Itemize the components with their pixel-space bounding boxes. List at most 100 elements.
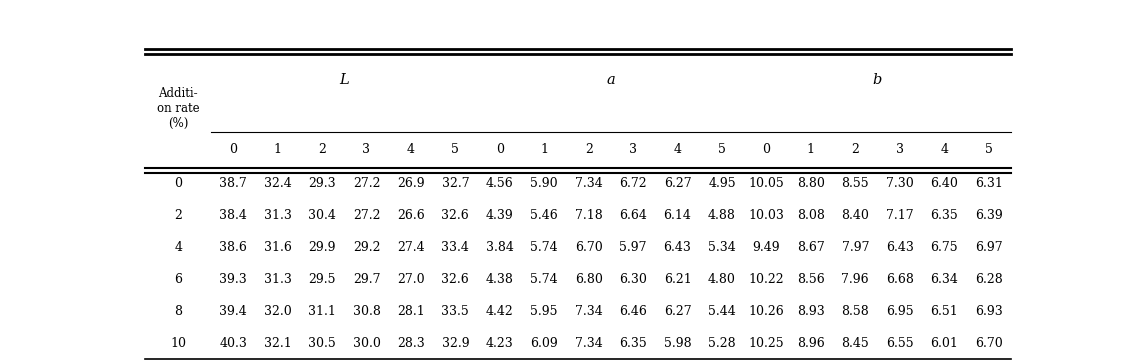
Text: 10.25: 10.25 — [749, 337, 784, 350]
Text: 4.38: 4.38 — [486, 273, 513, 286]
Text: 4: 4 — [174, 241, 182, 254]
Text: 10.03: 10.03 — [749, 209, 784, 222]
Text: 29.2: 29.2 — [353, 241, 380, 254]
Text: 6.35: 6.35 — [619, 337, 647, 350]
Text: 4.88: 4.88 — [708, 209, 735, 222]
Text: 6.95: 6.95 — [885, 305, 914, 318]
Text: 8.93: 8.93 — [797, 305, 825, 318]
Text: b: b — [873, 73, 882, 87]
Text: 32.4: 32.4 — [264, 177, 291, 190]
Text: Additi-
on rate
(%): Additi- on rate (%) — [157, 87, 200, 130]
Text: 5.95: 5.95 — [530, 305, 558, 318]
Text: 32.9: 32.9 — [441, 337, 469, 350]
Text: 8.55: 8.55 — [841, 177, 869, 190]
Text: 6.72: 6.72 — [619, 177, 647, 190]
Text: 7.34: 7.34 — [575, 177, 602, 190]
Text: 4.23: 4.23 — [486, 337, 513, 350]
Text: 4.56: 4.56 — [486, 177, 513, 190]
Text: 6.43: 6.43 — [663, 241, 691, 254]
Text: 6.43: 6.43 — [885, 241, 914, 254]
Text: 5: 5 — [719, 143, 726, 157]
Text: 6.35: 6.35 — [931, 209, 958, 222]
Text: 3.84: 3.84 — [486, 241, 513, 254]
Text: 8.80: 8.80 — [796, 177, 825, 190]
Text: 5: 5 — [985, 143, 993, 157]
Text: 8.40: 8.40 — [841, 209, 870, 222]
Text: 28.1: 28.1 — [397, 305, 425, 318]
Text: 31.6: 31.6 — [264, 241, 291, 254]
Text: 6.01: 6.01 — [931, 337, 958, 350]
Text: 6.28: 6.28 — [975, 273, 1003, 286]
Text: 8.08: 8.08 — [796, 209, 825, 222]
Text: 3: 3 — [896, 143, 904, 157]
Text: 4: 4 — [940, 143, 949, 157]
Text: 6.97: 6.97 — [975, 241, 1003, 254]
Text: 29.9: 29.9 — [308, 241, 336, 254]
Text: 8.56: 8.56 — [797, 273, 825, 286]
Text: 1: 1 — [807, 143, 814, 157]
Text: 0: 0 — [229, 143, 237, 157]
Text: 26.6: 26.6 — [397, 209, 425, 222]
Text: 39.3: 39.3 — [219, 273, 247, 286]
Text: 5.34: 5.34 — [708, 241, 735, 254]
Text: 6.09: 6.09 — [530, 337, 558, 350]
Text: 38.6: 38.6 — [219, 241, 247, 254]
Text: 32.7: 32.7 — [441, 177, 469, 190]
Text: 2: 2 — [852, 143, 860, 157]
Text: 5.74: 5.74 — [530, 273, 558, 286]
Text: 31.1: 31.1 — [308, 305, 336, 318]
Text: 30.5: 30.5 — [308, 337, 336, 350]
Text: 5.28: 5.28 — [708, 337, 735, 350]
Text: 4.39: 4.39 — [486, 209, 513, 222]
Text: 38.7: 38.7 — [219, 177, 247, 190]
Text: 6.75: 6.75 — [931, 241, 958, 254]
Text: 8.67: 8.67 — [797, 241, 825, 254]
Text: 7.18: 7.18 — [575, 209, 602, 222]
Text: 6.30: 6.30 — [619, 273, 647, 286]
Text: 30.8: 30.8 — [353, 305, 380, 318]
Text: 5.98: 5.98 — [663, 337, 691, 350]
Text: 32.0: 32.0 — [264, 305, 291, 318]
Text: 32.6: 32.6 — [441, 209, 469, 222]
Text: 8.45: 8.45 — [841, 337, 870, 350]
Text: 6.68: 6.68 — [885, 273, 914, 286]
Text: 3: 3 — [629, 143, 637, 157]
Text: 6.93: 6.93 — [975, 305, 1003, 318]
Text: 6.21: 6.21 — [663, 273, 691, 286]
Text: 5.74: 5.74 — [530, 241, 558, 254]
Text: 26.9: 26.9 — [397, 177, 425, 190]
Text: 5.90: 5.90 — [530, 177, 558, 190]
Text: 7.97: 7.97 — [841, 241, 869, 254]
Text: 10.05: 10.05 — [749, 177, 784, 190]
Text: 2: 2 — [584, 143, 592, 157]
Text: 6.70: 6.70 — [575, 241, 602, 254]
Text: 3: 3 — [362, 143, 370, 157]
Text: 10.26: 10.26 — [749, 305, 784, 318]
Text: 6.51: 6.51 — [931, 305, 958, 318]
Text: 29.3: 29.3 — [308, 177, 336, 190]
Text: 32.6: 32.6 — [441, 273, 469, 286]
Text: 2: 2 — [174, 209, 182, 222]
Text: 7.34: 7.34 — [575, 337, 602, 350]
Text: 27.0: 27.0 — [397, 273, 425, 286]
Text: 9.49: 9.49 — [752, 241, 781, 254]
Text: 7.17: 7.17 — [885, 209, 914, 222]
Text: 10.22: 10.22 — [749, 273, 784, 286]
Text: L: L — [340, 73, 350, 87]
Text: 0: 0 — [174, 177, 182, 190]
Text: 40.3: 40.3 — [219, 337, 247, 350]
Text: 6.55: 6.55 — [885, 337, 914, 350]
Text: 28.3: 28.3 — [397, 337, 425, 350]
Text: 4.80: 4.80 — [708, 273, 735, 286]
Text: 4: 4 — [673, 143, 681, 157]
Text: 33.5: 33.5 — [441, 305, 469, 318]
Text: 27.4: 27.4 — [397, 241, 425, 254]
Text: 27.2: 27.2 — [353, 209, 380, 222]
Text: 32.1: 32.1 — [264, 337, 291, 350]
Text: 1: 1 — [274, 143, 282, 157]
Text: 8.96: 8.96 — [797, 337, 825, 350]
Text: 6.80: 6.80 — [575, 273, 602, 286]
Text: 7.96: 7.96 — [841, 273, 869, 286]
Text: 6.64: 6.64 — [619, 209, 647, 222]
Text: 8: 8 — [174, 305, 182, 318]
